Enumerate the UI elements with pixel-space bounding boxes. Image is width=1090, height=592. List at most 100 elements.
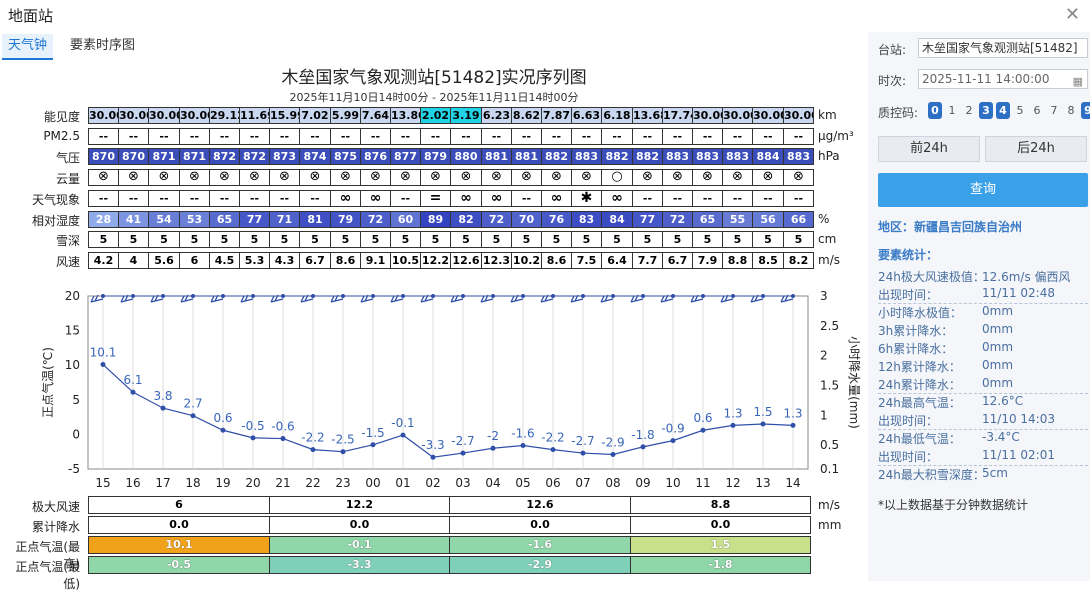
- temperature-data-label: 0.6: [693, 411, 712, 425]
- calendar-icon[interactable]: ▦: [1072, 75, 1083, 88]
- cell-snow: 5: [209, 231, 240, 248]
- qc-code-toggle[interactable]: 1: [948, 104, 956, 117]
- stat-key: 出现时间：: [878, 450, 939, 464]
- row-label-visibility: 能见度: [43, 110, 80, 124]
- cell-snow: 5: [662, 231, 693, 248]
- cell-visibility: 5.99: [330, 107, 361, 124]
- cell-weather: ∞: [541, 190, 572, 207]
- cell-cloud: ⊗: [571, 169, 602, 186]
- cell-cloud: ⊗: [783, 169, 814, 186]
- station-field[interactable]: 木垒国家气象观测站[51482]: [918, 38, 1088, 58]
- wind-barb-icon: [330, 294, 344, 303]
- summary-unit: mm: [818, 518, 842, 532]
- qc-code-toggle[interactable]: 2: [965, 104, 973, 117]
- cell-humidity: 81: [299, 211, 331, 228]
- cell-cloud: ⊗: [541, 169, 572, 186]
- stat-key: 出现时间：: [878, 288, 939, 302]
- x-tick-label: 21: [275, 476, 290, 490]
- stat-divider: [878, 465, 1088, 466]
- qc-code-toggle[interactable]: 6: [1033, 104, 1041, 117]
- station-label: 台站:: [878, 43, 907, 57]
- wind-barb-icon: [570, 294, 584, 303]
- cell-humidity: 28: [88, 211, 119, 228]
- cell-weather: ∞: [481, 190, 512, 207]
- stat-divider: [878, 393, 1088, 394]
- qc-code-toggle[interactable]: 3: [979, 102, 993, 119]
- cell-cloud: ⊗: [179, 169, 210, 186]
- precipitation-point: [131, 294, 135, 298]
- summary-cell: 0.0: [449, 516, 631, 534]
- precipitation-point: [221, 294, 225, 298]
- row-label-wind: 风速: [55, 255, 80, 269]
- stat-key: 出现时间：: [878, 414, 939, 428]
- cell-pm25: --: [481, 128, 512, 145]
- precipitation-point: [731, 294, 735, 298]
- temperature-data-label: -2.2: [541, 431, 564, 445]
- cell-pm25: --: [148, 128, 180, 145]
- x-tick-label: 07: [575, 476, 590, 490]
- stat-value: 11/11 02:48: [982, 286, 1055, 300]
- cell-weather: --: [299, 190, 331, 207]
- qc-code-toggle[interactable]: 8: [1067, 104, 1075, 117]
- cell-wind: 8.5: [752, 252, 784, 269]
- temperature-point: [220, 427, 226, 433]
- time-field[interactable]: 2025-11-11 14:00:00 ▦: [918, 69, 1088, 89]
- temperature-data-label: -3.3: [421, 438, 444, 452]
- cell-pressure: 870: [88, 148, 119, 165]
- wind-barb-icon: [600, 294, 614, 303]
- plot-frame: [87, 295, 809, 470]
- cell-visibility: 13.68: [632, 107, 663, 124]
- cell-visibility: 2.02: [420, 107, 451, 124]
- row-unit-wind: m/s: [818, 253, 840, 267]
- cell-pressure: 876: [360, 148, 391, 165]
- temperature-point: [700, 427, 706, 433]
- row-unit-pm25: μg/m³: [818, 129, 854, 143]
- temperature-data-label: 1.3: [723, 406, 742, 420]
- temperature-point: [340, 449, 346, 455]
- qc-code-toggle[interactable]: 5: [1016, 104, 1024, 117]
- cell-wind: 8.6: [330, 252, 361, 269]
- precipitation-point: [581, 294, 585, 298]
- summary-cell: -1.6: [449, 536, 631, 554]
- stat-key: 24h最低气温：: [878, 432, 961, 446]
- cell-pm25: --: [571, 128, 602, 145]
- precipitation-point: [701, 294, 705, 298]
- cell-snow: 5: [783, 231, 814, 248]
- cell-wind: 5.3: [239, 252, 270, 269]
- temperature-data-label: -1.5: [361, 426, 384, 440]
- tab-weather-clock[interactable]: 天气钟: [2, 34, 54, 60]
- qc-code-toggle[interactable]: 7: [1050, 104, 1058, 117]
- precipitation-point: [101, 294, 105, 298]
- cell-snow: 5: [179, 231, 210, 248]
- cell-pm25: --: [511, 128, 542, 145]
- query-button[interactable]: 查询: [878, 173, 1088, 207]
- cell-weather: --: [269, 190, 300, 207]
- tab-element-timeseries[interactable]: 要素时序图: [70, 38, 136, 53]
- qc-code-toggle[interactable]: 9: [1081, 102, 1090, 119]
- stat-key: 小时降水极值：: [878, 306, 963, 320]
- qc-code-toggle[interactable]: 0: [928, 102, 942, 119]
- temperature-data-label: -1.6: [511, 426, 534, 440]
- temperature-data-label: 1.5: [753, 405, 772, 419]
- next-24h-button[interactable]: 后24h: [985, 136, 1087, 162]
- cell-cloud: ⊗: [209, 169, 240, 186]
- x-tick-label: 17: [155, 476, 170, 490]
- qc-code-toggle[interactable]: 4: [996, 102, 1010, 119]
- cell-wind: 8.6: [541, 252, 572, 269]
- cell-weather: =: [420, 190, 451, 207]
- wind-barb-icon: [690, 294, 704, 303]
- cell-wind: 4.3: [269, 252, 300, 269]
- close-icon[interactable]: ✕: [1064, 4, 1080, 25]
- stat-value: 0mm: [982, 304, 1014, 318]
- precipitation-point: [521, 294, 525, 298]
- cell-weather: --: [722, 190, 753, 207]
- x-tick-label: 19: [215, 476, 230, 490]
- prev-24h-button[interactable]: 前24h: [878, 136, 980, 162]
- precipitation-point: [161, 294, 165, 298]
- y-tick-label-left: 10: [65, 358, 80, 372]
- cell-weather: --: [752, 190, 784, 207]
- summary-row-label: 正点气温(最高): [15, 540, 80, 571]
- x-tick-label: 22: [305, 476, 320, 490]
- cell-cloud: ⊗: [360, 169, 391, 186]
- row-unit-pressure: hPa: [818, 149, 840, 163]
